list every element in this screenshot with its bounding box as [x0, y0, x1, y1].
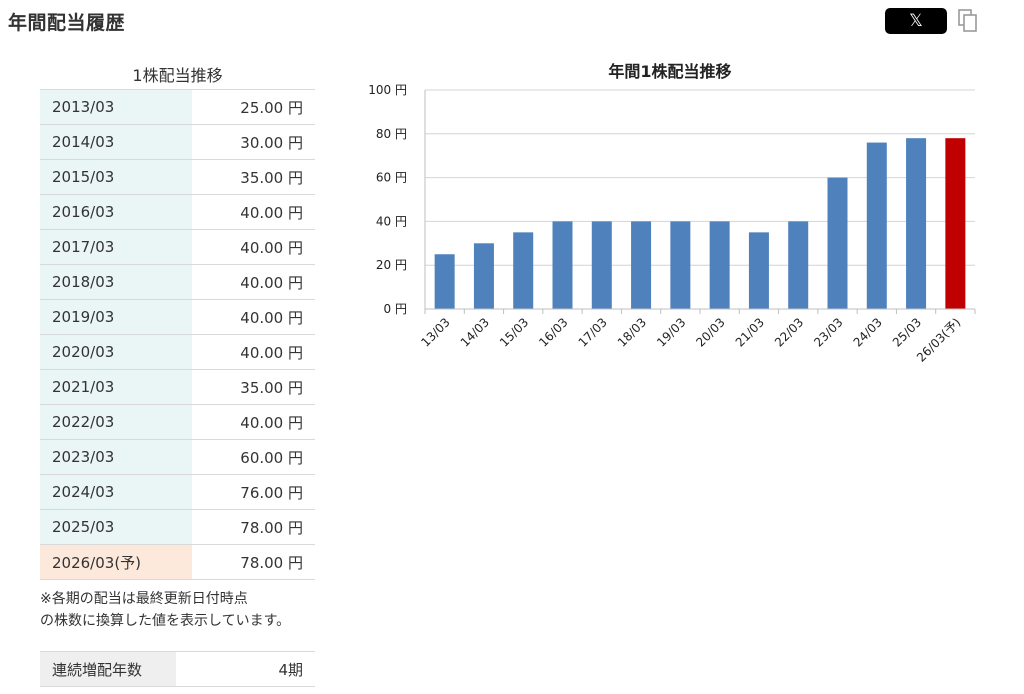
table-row: 2024/03 76.00 円: [40, 474, 315, 510]
table-row: 2018/03 40.00 円: [40, 264, 315, 300]
year-cell: 2018/03: [40, 264, 192, 300]
table-caption: 1株配当推移: [132, 66, 223, 85]
year-cell: 2021/03: [40, 369, 192, 405]
x-tick-label: 15/03: [497, 315, 531, 349]
year-cell: 2024/03: [40, 474, 192, 510]
amount-cell: 40.00 円: [192, 194, 315, 230]
x-tick-label: 20/03: [693, 315, 727, 349]
streak-value: 4期: [176, 651, 315, 687]
table-row: 2016/03 40.00 円: [40, 194, 315, 230]
chart-bar: [552, 221, 573, 309]
year-cell: 2013/03: [40, 89, 192, 125]
page-title: 年間配当履歴: [8, 12, 126, 34]
x-tick-label: 14/03: [458, 315, 492, 349]
chart-bar: [788, 221, 809, 309]
amount-cell: 40.00 円: [192, 299, 315, 335]
x-logo-icon: 𝕏: [909, 11, 923, 30]
table-row: 2025/03 78.00 円: [40, 509, 315, 545]
note-line-2: の株数に換算した値を表示しています。: [40, 613, 291, 629]
note-line-1: ※各期の配当は最終更新日付時点: [40, 591, 248, 607]
x-tick-label: 13/03: [418, 315, 452, 349]
year-cell: 2014/03: [40, 124, 192, 160]
year-cell: 2017/03: [40, 229, 192, 265]
y-tick-label: 60 円: [376, 171, 407, 185]
chart-bar: [670, 221, 691, 309]
x-tick-label: 24/03: [851, 315, 885, 349]
amount-cell: 40.00 円: [192, 334, 315, 370]
x-tick-label: 25/03: [890, 315, 924, 349]
chart-bar: [748, 232, 769, 309]
table-row: 2022/03 40.00 円: [40, 404, 315, 440]
table-row: 2019/03 40.00 円: [40, 299, 315, 335]
x-tick-label: 23/03: [811, 315, 845, 349]
amount-cell: 78.00 円: [192, 544, 315, 580]
table-row: 2014/03 30.00 円: [40, 124, 315, 160]
chart-bar: [434, 254, 455, 309]
chart-title: 年間1株配当推移: [608, 62, 732, 81]
amount-cell: 35.00 円: [192, 159, 315, 195]
streak-label: 連続増配年数: [40, 651, 176, 687]
chart-bar: [631, 221, 652, 309]
amount-cell: 35.00 円: [192, 369, 315, 405]
amount-cell: 60.00 円: [192, 439, 315, 475]
y-tick-label: 20 円: [376, 258, 407, 272]
chart-bar: [866, 142, 887, 309]
y-tick-label: 100 円: [368, 83, 407, 97]
chart-bar: [945, 138, 966, 309]
table-row: 2013/03 25.00 円: [40, 89, 315, 125]
chart-bar: [827, 177, 848, 309]
copy-icon: [958, 9, 977, 32]
x-tick-label: 22/03: [772, 315, 806, 349]
y-tick-label: 40 円: [376, 214, 407, 228]
year-cell: 2015/03: [40, 159, 192, 195]
table-row: 2017/03 40.00 円: [40, 229, 315, 265]
amount-cell: 78.00 円: [192, 509, 315, 545]
year-cell: 2023/03: [40, 439, 192, 475]
note: ※各期の配当は最終更新日付時点 の株数に換算した値を表示しています。: [40, 588, 330, 632]
chart-bar: [591, 221, 612, 309]
amount-cell: 30.00 円: [192, 124, 315, 160]
x-tick-label: 21/03: [733, 315, 767, 349]
year-cell: 2019/03: [40, 299, 192, 335]
x-tick-label: 18/03: [615, 315, 649, 349]
streak-row: 連続増配年数 4期: [40, 651, 315, 687]
year-cell: 2025/03: [40, 509, 192, 545]
copy-button[interactable]: [956, 8, 980, 34]
y-tick-label: 80 円: [376, 127, 407, 141]
year-cell: 2020/03: [40, 334, 192, 370]
amount-cell: 40.00 円: [192, 264, 315, 300]
table-row: 2020/03 40.00 円: [40, 334, 315, 370]
year-cell: 2026/03(予): [40, 544, 192, 580]
year-cell: 2022/03: [40, 404, 192, 440]
chart-bar: [709, 221, 730, 309]
dividend-chart: 年間1株配当推移 0 円 20 円 40 円 60 円 80 円 100 円 13/03 14…: [340, 50, 1000, 390]
table-row: 2015/03 35.00 円: [40, 159, 315, 195]
dividend-table: 2013/03 25.00 円 2014/03 30.00 円 2015/03 35.00…: [40, 89, 315, 580]
table-row: 2021/03 35.00 円: [40, 369, 315, 405]
x-tick-label: 16/03: [536, 315, 570, 349]
streak-table: 連続増配年数 4期: [40, 651, 315, 687]
x-tick-label: 17/03: [576, 315, 610, 349]
chart-bar: [513, 232, 534, 309]
y-tick-label: 0 円: [384, 302, 407, 316]
x-tick-label: 19/03: [654, 315, 688, 349]
amount-cell: 40.00 円: [192, 404, 315, 440]
year-cell: 2016/03: [40, 194, 192, 230]
share-x-button[interactable]: 𝕏: [885, 8, 947, 34]
amount-cell: 25.00 円: [192, 89, 315, 125]
table-row: 2026/03(予) 78.00 円: [40, 544, 315, 580]
chart-bar: [473, 243, 494, 309]
amount-cell: 40.00 円: [192, 229, 315, 265]
chart-bar: [906, 138, 927, 309]
amount-cell: 76.00 円: [192, 474, 315, 510]
table-row: 2023/03 60.00 円: [40, 439, 315, 475]
